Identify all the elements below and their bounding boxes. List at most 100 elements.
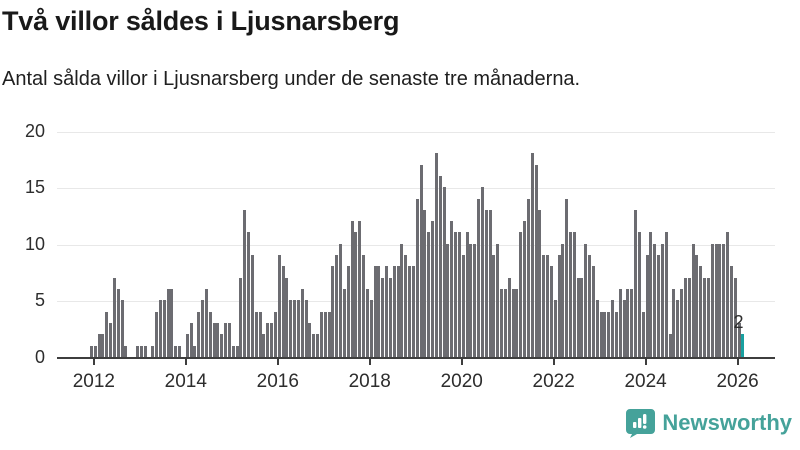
bar xyxy=(369,300,373,357)
bar xyxy=(227,323,231,357)
x-axis-tick xyxy=(184,359,187,365)
bar xyxy=(304,300,308,357)
last-value-label: 2 xyxy=(733,312,744,333)
bar xyxy=(185,334,189,357)
bar xyxy=(569,232,572,357)
y-axis-tick-label: 10 xyxy=(24,233,45,254)
bar xyxy=(557,255,561,357)
bar xyxy=(546,255,549,357)
bar xyxy=(431,221,435,357)
bar xyxy=(281,266,285,357)
bar xyxy=(90,345,93,357)
bar xyxy=(116,289,120,357)
bar xyxy=(580,277,584,357)
bar xyxy=(300,289,304,357)
bar xyxy=(170,289,174,357)
bar xyxy=(404,255,408,357)
highlighted-bar xyxy=(741,334,745,357)
bar xyxy=(155,311,159,357)
bar xyxy=(507,277,511,357)
bar xyxy=(687,277,691,357)
bar xyxy=(139,345,143,357)
x-axis-tick-label: 2012 xyxy=(72,371,115,392)
bar xyxy=(415,198,419,357)
bar xyxy=(634,209,638,357)
bar xyxy=(680,289,684,357)
bar xyxy=(316,334,320,357)
bar xyxy=(408,266,412,357)
bar xyxy=(434,153,438,357)
bar xyxy=(293,300,297,357)
gridline xyxy=(57,131,775,133)
bar xyxy=(683,277,687,357)
x-axis-tick-label: 2018 xyxy=(348,371,391,392)
bar xyxy=(396,266,400,357)
bar xyxy=(273,311,277,357)
bar xyxy=(235,345,239,357)
bar xyxy=(515,289,519,357)
x-axis-line xyxy=(57,357,775,359)
bar xyxy=(373,266,377,357)
x-axis-tick xyxy=(460,359,463,365)
bar xyxy=(477,198,481,357)
bar xyxy=(319,311,323,357)
bar xyxy=(591,266,595,357)
bar xyxy=(385,266,389,357)
bar xyxy=(496,243,500,357)
bar xyxy=(296,300,300,357)
bar xyxy=(714,243,718,357)
newsworthy-logo: Newsworthy xyxy=(626,408,792,438)
bar xyxy=(346,266,350,357)
bar xyxy=(143,345,147,357)
bar xyxy=(243,209,247,357)
bar xyxy=(250,255,254,357)
bar xyxy=(465,232,469,357)
bar xyxy=(109,323,113,357)
bar xyxy=(239,277,243,357)
bar xyxy=(254,311,258,357)
bar xyxy=(327,311,331,357)
bar xyxy=(93,345,97,357)
bar xyxy=(480,187,484,357)
bar xyxy=(400,243,404,357)
bar xyxy=(446,243,450,357)
gridline xyxy=(57,188,775,190)
bar xyxy=(208,311,212,357)
bar xyxy=(308,323,312,357)
bar xyxy=(584,243,588,357)
bar xyxy=(377,266,381,357)
newsworthy-wordmark: Newsworthy xyxy=(662,410,792,435)
bar xyxy=(151,345,155,357)
bar xyxy=(224,323,228,357)
bar xyxy=(335,255,339,357)
bar xyxy=(603,311,607,357)
bar xyxy=(105,311,109,357)
bar xyxy=(519,232,523,357)
bar xyxy=(699,266,703,357)
bar xyxy=(262,334,266,357)
x-axis-tick-label: 2014 xyxy=(164,371,207,392)
bar xyxy=(718,243,722,357)
bar xyxy=(695,255,699,357)
bar xyxy=(339,243,343,357)
bar xyxy=(676,300,680,357)
x-axis-tick-label: 2026 xyxy=(716,371,759,392)
y-axis-tick-label: 20 xyxy=(24,120,45,141)
x-axis-tick xyxy=(644,359,647,365)
bar xyxy=(645,255,649,357)
bar xyxy=(266,323,270,357)
bar xyxy=(572,232,576,357)
bar xyxy=(618,289,622,357)
bar xyxy=(362,255,366,357)
y-axis-tick-label: 5 xyxy=(34,290,45,311)
bar xyxy=(553,300,557,357)
bar xyxy=(162,300,166,357)
bar xyxy=(197,311,201,357)
bar xyxy=(427,232,431,357)
bar xyxy=(423,209,427,357)
bar xyxy=(388,277,392,357)
bar xyxy=(204,289,208,357)
bar xyxy=(737,323,741,357)
bar xyxy=(614,311,618,357)
